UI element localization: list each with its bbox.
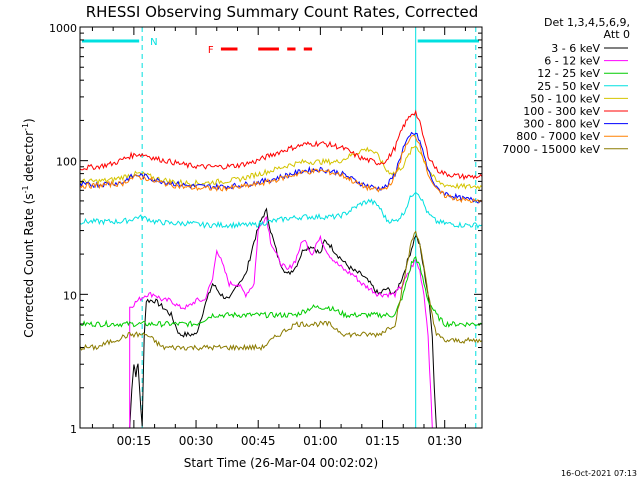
series-line-2 (129, 216, 433, 429)
legend-label-2: 6 - 12 keV (544, 55, 600, 68)
series-line-6 (79, 109, 483, 181)
y-axis-label-sup1: -1 (21, 185, 30, 193)
x-axis-label: Start Time (26-Mar-04 00:02:02) (184, 456, 378, 470)
legend-label-7: 300 - 800 keV (523, 118, 600, 131)
plot-frame (79, 26, 483, 429)
flare-label: F (208, 45, 214, 56)
y-axis-label-main: Corrected Count Rate (s (22, 193, 36, 337)
y-tick-label-2: 10 (63, 289, 77, 302)
y-tick-label-3: 100 (56, 156, 77, 169)
legend-header-line1: Det 1,3,4,5,6,9, (544, 16, 630, 29)
legend-label-8: 800 - 7000 keV (516, 130, 600, 143)
chart-title: RHESSI Observing Summary Count Rates, Co… (86, 3, 479, 21)
x-tick-label-3: 00:45 (241, 434, 276, 448)
x-tick-label-2: 00:30 (179, 434, 214, 448)
legend-label-1: 3 - 6 keV (551, 42, 600, 55)
legend-label-5: 50 - 100 keV (530, 92, 600, 105)
series-line-4 (79, 191, 483, 230)
series-line-3 (79, 255, 483, 328)
x-axis: 00:15 00:30 00:45 01:00 01:15 01:30 (91, 27, 466, 448)
series-line-7 (79, 131, 483, 204)
legend-label-6: 100 - 300 keV (523, 105, 600, 118)
legend-header-line2: Att 0 (604, 28, 630, 41)
legend-label-9: 7000 - 15000 keV (502, 143, 600, 156)
x-tick-label-6: 01:30 (427, 434, 462, 448)
x-tick-label-5: 01:15 (365, 434, 400, 448)
series-line-1 (129, 207, 437, 429)
legend-label-3: 12 - 25 keV (537, 67, 600, 80)
night-label: N (150, 37, 157, 48)
y-axis: 1 10 100 1000 (49, 22, 482, 436)
y-axis-label: Corrected Count Rate (s-1 detector-1) (21, 118, 36, 337)
y-axis-label-sup2: -1 (21, 123, 30, 131)
x-tick-label-4: 01:00 (303, 434, 338, 448)
series-line-5 (79, 145, 483, 190)
y-tick-label-4: 1000 (49, 22, 77, 35)
series-line-9 (79, 230, 483, 352)
y-axis-label-mid: detector (22, 131, 36, 186)
y-tick-label-1: 1 (70, 423, 77, 436)
timestamp: 16-Oct-2021 07:13 (561, 469, 637, 478)
x-tick-label-1: 00:15 (117, 434, 152, 448)
plot-marks: NF (79, 27, 483, 429)
series-line-8 (79, 134, 483, 204)
legend-label-4: 25 - 50 keV (537, 80, 600, 93)
y-axis-label-end: ) (22, 118, 36, 123)
